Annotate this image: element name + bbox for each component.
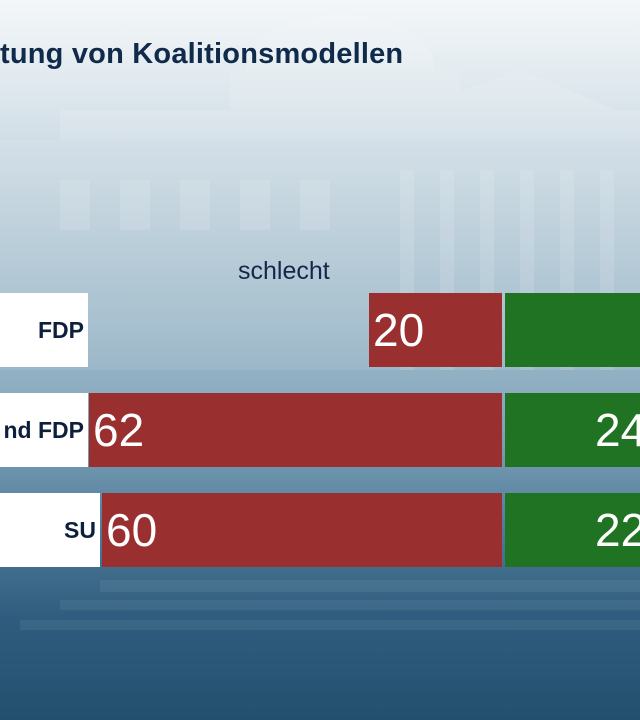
bar-schlecht: 20 — [369, 293, 502, 367]
chart-title: tung von Koalitionsmodellen — [0, 38, 404, 70]
bar-schlecht: 62 — [89, 393, 502, 467]
row-label-0: FDP — [0, 293, 88, 367]
bar-value-label: 62 — [93, 404, 145, 456]
bar-right-series: 22 — [505, 493, 640, 567]
row-label-2: SU — [0, 493, 100, 567]
row-label-text: nd FDP — [3, 416, 85, 443]
bar-value-label: 22 — [595, 504, 640, 556]
column-header-schlecht: schlecht — [238, 257, 330, 285]
bar-schlecht: 60 — [102, 493, 502, 567]
row-label-text: SU — [64, 516, 96, 543]
bar-value-label: 24 — [595, 404, 640, 456]
bar-value-label: 20 — [373, 304, 425, 356]
bar-right-series: 24 — [505, 393, 640, 467]
bar-value-label: 60 — [106, 504, 158, 556]
row-label-text: FDP — [38, 316, 84, 343]
row-label-1: nd FDP — [0, 393, 88, 467]
bar-right-series — [505, 293, 640, 367]
